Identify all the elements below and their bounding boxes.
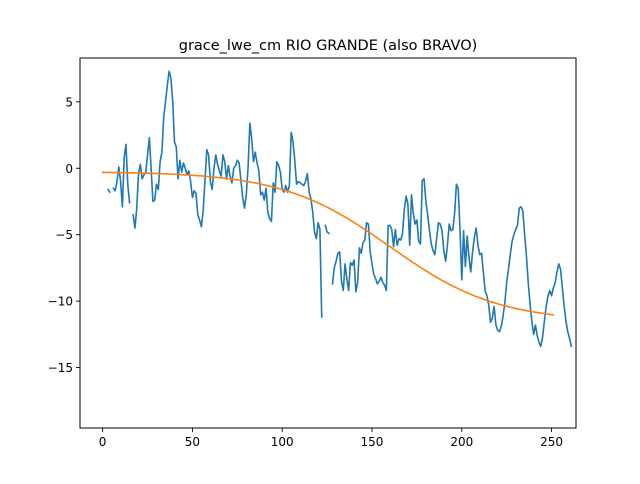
x-axis: 0 50 100 150 200 250 xyxy=(99,428,563,449)
y-tick-label: −15 xyxy=(48,361,73,375)
axes-frame xyxy=(79,57,577,429)
y-tick-label: 5 xyxy=(65,95,73,109)
y-tick-label: −10 xyxy=(48,295,73,309)
series-line-0 xyxy=(106,70,573,348)
y-tick-label: −5 xyxy=(55,228,73,242)
x-tick-label: 100 xyxy=(271,435,294,449)
x-tick-label: 50 xyxy=(185,435,200,449)
y-tick-label: 0 xyxy=(65,162,73,176)
chart-title: grace_lwe_cm RIO GRANDE (also BRAVO) xyxy=(179,38,478,54)
series-line-1 xyxy=(101,171,555,316)
x-tick-label: 150 xyxy=(361,435,384,449)
x-tick-label: 250 xyxy=(540,435,563,449)
x-tick-label: 0 xyxy=(99,435,107,449)
y-axis: −15 −10 −5 0 5 xyxy=(48,95,80,375)
plot-area xyxy=(101,70,573,348)
x-tick-label: 200 xyxy=(450,435,473,449)
